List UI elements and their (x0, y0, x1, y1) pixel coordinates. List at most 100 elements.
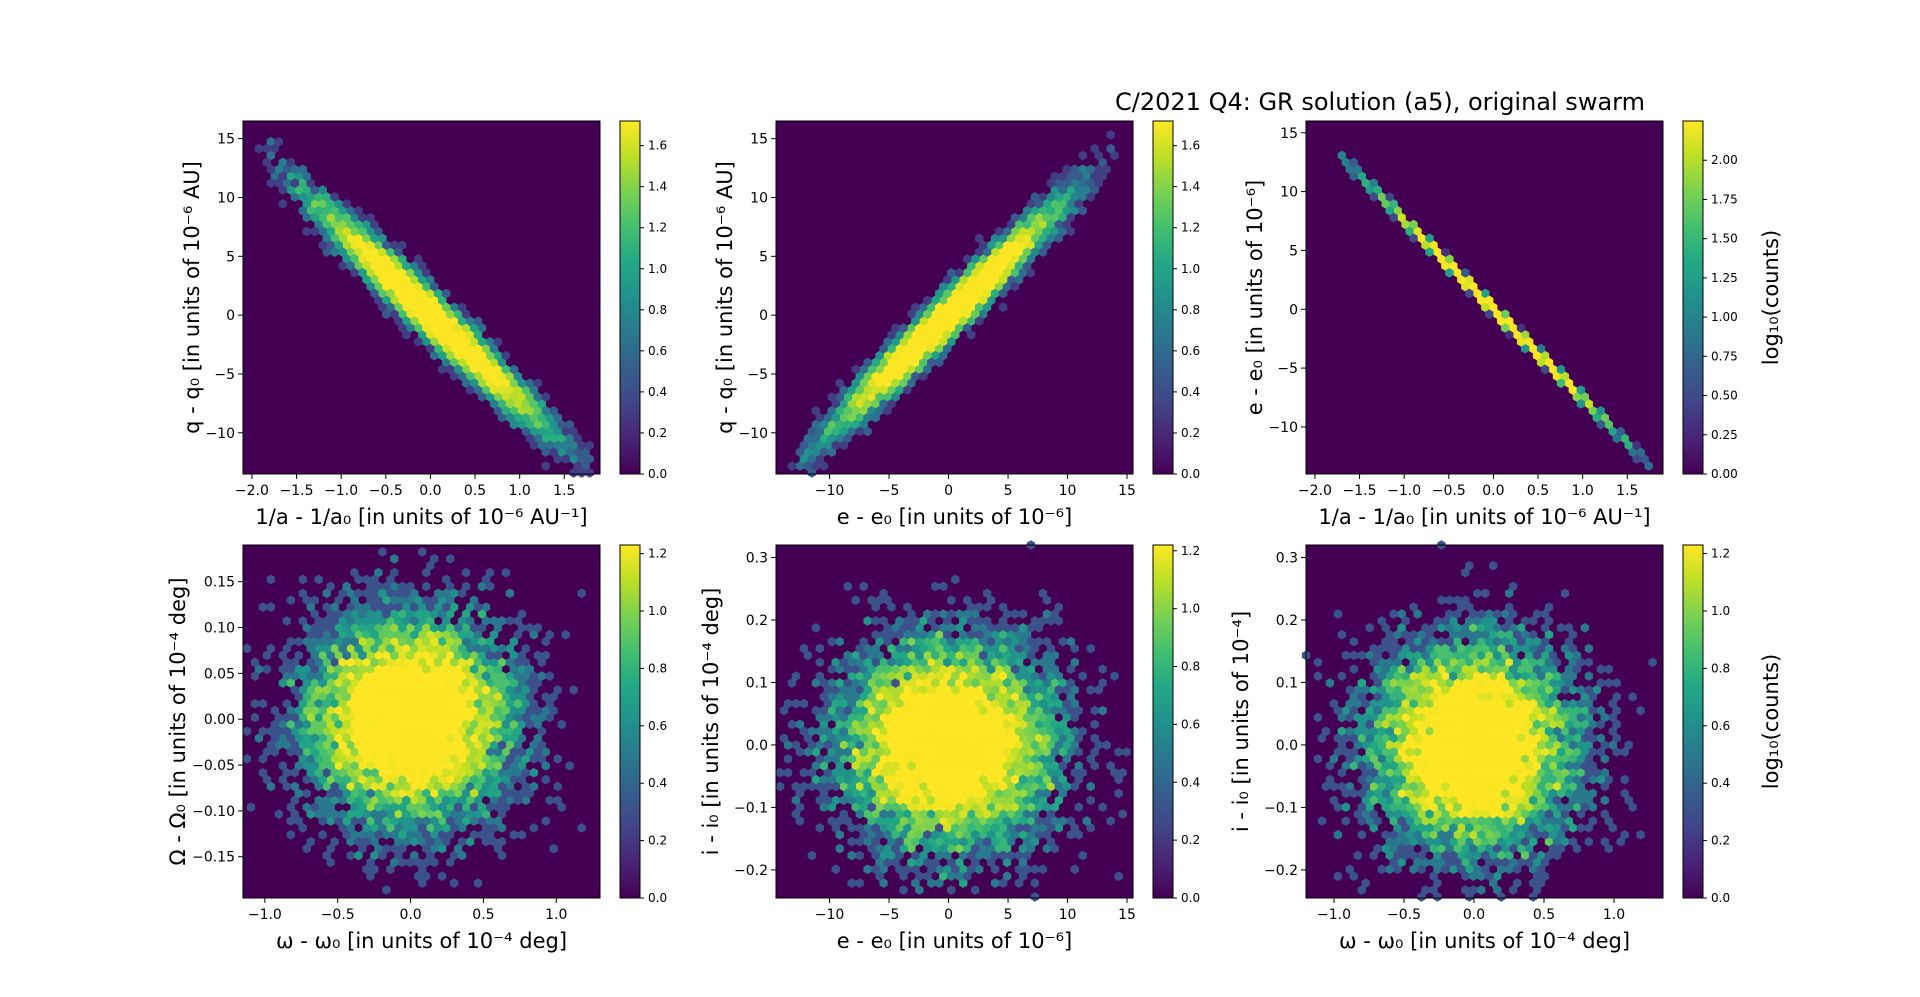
hexbin-cell (1030, 892, 1040, 902)
hexbin-cell (501, 350, 511, 361)
hexbin-cell (561, 629, 570, 640)
hexbin-cell (434, 343, 443, 354)
hexbin-cell (493, 816, 503, 826)
x-tick-label: −0.5 (1387, 907, 1421, 923)
y-axis-label: q - q₀ [in units of 10⁻⁶ AU] (180, 161, 204, 434)
hexbin-cell (1540, 774, 1550, 785)
colorbar-gradient (619, 544, 641, 899)
hexbin-cell (442, 657, 451, 668)
hexbin-cell (943, 685, 952, 695)
hexbin-cell (986, 857, 996, 868)
hexbin-cell (1425, 823, 1434, 833)
hexbin-cell (1413, 733, 1422, 744)
hexbin-cell (1564, 760, 1574, 771)
hexbin-cell (1010, 240, 1020, 251)
hexbin-cell (1425, 657, 1434, 668)
hexbin-cell (1429, 857, 1438, 868)
hexbin-cell (1365, 747, 1374, 757)
hexbin-cell (354, 809, 363, 819)
hexbin-cell (983, 302, 992, 313)
hexbin-cell (1453, 664, 1462, 675)
hexbin-cell (1576, 698, 1586, 709)
hexbin-cell (1026, 802, 1036, 813)
colorbar-tick-label: 1.50 (1711, 232, 1738, 246)
hexbin-cell (282, 767, 291, 778)
hexbin-cell (931, 691, 940, 702)
figure-title: C/2021 Q4: GR solution (a5), original sw… (1115, 88, 1645, 116)
hexbin-cell (835, 843, 844, 854)
hexbin-cell (430, 636, 439, 647)
hexbin-cell (442, 602, 451, 612)
hexbin-cell (370, 629, 379, 640)
hexbin-cell (350, 664, 359, 675)
hexbin-cell (986, 240, 996, 251)
hexbin-cell (1612, 747, 1621, 757)
hexbin-cell (979, 650, 988, 661)
hexbin-cell (442, 302, 451, 313)
hexbin-cell (1584, 836, 1594, 847)
hexbin-cell (386, 685, 395, 695)
hexbin-cell (775, 781, 785, 792)
hexbin-cell (895, 616, 904, 626)
hexbin-cell (370, 602, 379, 612)
hexbin-cell (290, 164, 299, 175)
hexbin-cell (557, 719, 566, 730)
hexbin-cell (871, 823, 880, 833)
colorbar-tick-label: 1.2 (1711, 547, 1730, 561)
hexbin-cell (915, 350, 924, 361)
hexbin-cell (322, 698, 331, 709)
hexbin-cell (342, 226, 351, 237)
x-tick-label: −1.0 (1387, 483, 1421, 499)
hexbin-cell (1090, 719, 1099, 730)
y-tick-label: 5 (1289, 243, 1298, 259)
hexbin-cell (835, 705, 844, 716)
hexbin-cell (497, 726, 507, 737)
hexbin-cell (322, 754, 331, 764)
hexbin-cell (497, 850, 507, 861)
hexbin-cell (330, 247, 339, 257)
hexbin-cell (783, 754, 793, 764)
hexbin-cell (1042, 636, 1052, 647)
hexbin-cell (939, 719, 948, 730)
hexbin-cell (1385, 192, 1394, 202)
hexbin-cell (521, 781, 530, 792)
y-tick-label: 0.3 (746, 550, 768, 566)
y-tick-label: 0.10 (204, 621, 235, 637)
hexbin-cell (1496, 781, 1506, 792)
hexbin-cell (1349, 691, 1359, 702)
colorbar-tick-label: 0.6 (1711, 719, 1730, 733)
hexbin-cell (1066, 664, 1076, 675)
hexbin-cell (863, 412, 872, 423)
hexbin-cell (915, 664, 924, 675)
hexbin-cell (489, 399, 499, 409)
hexbin-cell (310, 595, 319, 606)
hexbin-cell (1620, 829, 1629, 840)
hexbin-cell (358, 774, 367, 785)
hexbin-cell (823, 726, 832, 737)
x-tick-label: 5 (1004, 907, 1013, 923)
axes-frame (775, 544, 1134, 899)
hexbin-cell (577, 588, 586, 599)
hexbin-cell (1504, 330, 1514, 340)
hexbin-cell (330, 836, 339, 847)
hexbin-cell (783, 767, 793, 778)
hexbin-cell (342, 705, 351, 716)
hexbin-cell (286, 829, 295, 840)
x-tick-label: 1.0 (545, 907, 567, 923)
hexbin-cell (1086, 781, 1095, 792)
hexbin-cell (1357, 650, 1367, 661)
hexbin-cells (242, 547, 586, 895)
hexbin-cell (505, 754, 515, 764)
hexbin-cell (266, 178, 276, 188)
colorbar-tick-label: 2.00 (1711, 153, 1738, 167)
y-tick-label: 5 (226, 249, 235, 265)
hexbin-cell (1369, 657, 1378, 668)
hexbin-cell (430, 857, 439, 868)
hexbin-cell (1014, 878, 1024, 888)
colorbar: 0.0 0.2 0.4 0.6 0.8 1.0 1.2 (619, 544, 667, 905)
hexbin-cell (525, 378, 534, 389)
hexbin-cell (1018, 747, 1028, 757)
hexbin-cell (457, 588, 467, 599)
hexbin-cell (1453, 802, 1462, 813)
hexbin-cell (1070, 643, 1080, 654)
